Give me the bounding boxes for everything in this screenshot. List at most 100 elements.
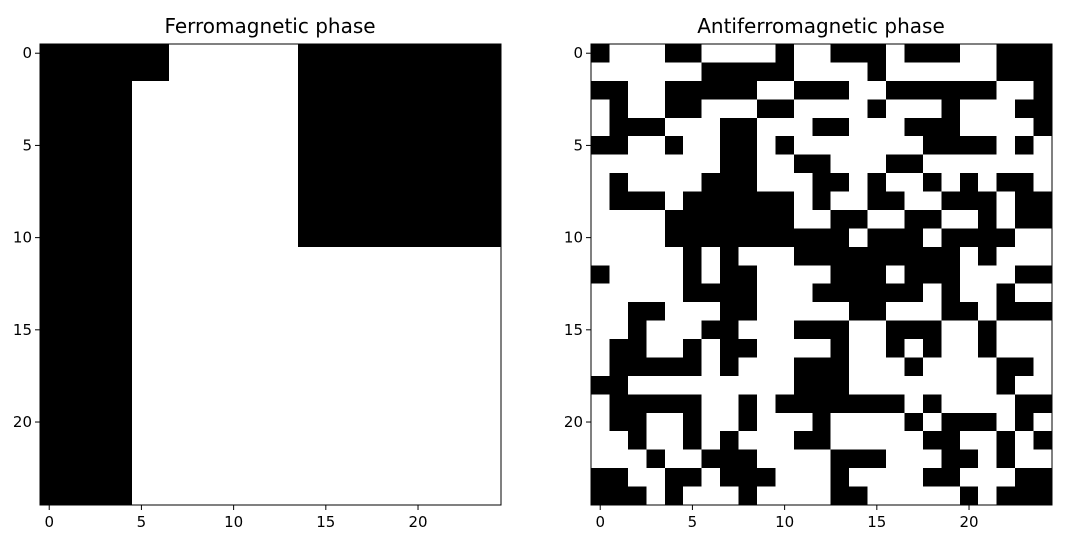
ferro-cell bbox=[76, 191, 96, 211]
ferro-cell bbox=[427, 449, 447, 469]
ferro-cell bbox=[427, 80, 447, 100]
antiferro-cell bbox=[996, 283, 1016, 303]
antiferro-cell bbox=[904, 339, 924, 358]
ferro-cell bbox=[408, 62, 428, 82]
ferro-cell bbox=[40, 431, 59, 451]
antiferro-cell bbox=[830, 394, 850, 414]
ferro-cell bbox=[298, 412, 317, 432]
ferro-cell bbox=[427, 339, 447, 358]
antiferro-cell bbox=[627, 228, 647, 248]
antiferro-cell bbox=[904, 44, 924, 63]
ferro-cell bbox=[298, 394, 317, 414]
ferro-cell bbox=[76, 265, 96, 285]
antiferro-cell bbox=[720, 62, 739, 82]
antiferro-cell bbox=[627, 99, 647, 119]
antiferro-cell bbox=[609, 468, 629, 487]
antiferro-cell bbox=[812, 44, 832, 63]
ferro-cell bbox=[335, 191, 354, 211]
antiferro-cell bbox=[1033, 283, 1053, 303]
ferro-cell bbox=[113, 173, 133, 192]
antiferro-cell bbox=[646, 191, 666, 211]
antiferro-cell bbox=[941, 228, 961, 248]
ferro-cell bbox=[390, 283, 410, 303]
ferro-cell bbox=[224, 339, 244, 358]
antiferro-cell bbox=[793, 283, 813, 303]
ferro-x-tick-label: 20 bbox=[408, 513, 427, 531]
antiferro-cell bbox=[701, 486, 721, 506]
ferro-cell bbox=[335, 173, 354, 192]
ferro-cell bbox=[408, 302, 428, 321]
antiferro-cell bbox=[775, 117, 795, 137]
antiferro-cell bbox=[867, 62, 887, 82]
ferro-cell bbox=[371, 228, 391, 248]
antiferro-cell bbox=[664, 339, 684, 358]
ferro-cell bbox=[371, 44, 391, 63]
antiferro-cell bbox=[664, 191, 684, 211]
ferro-cell bbox=[482, 486, 502, 506]
antiferro-cell bbox=[1033, 62, 1053, 82]
ferro-cell bbox=[464, 136, 483, 155]
ferro-cell bbox=[58, 62, 78, 82]
antiferro-cell bbox=[886, 228, 905, 248]
antiferro-cell bbox=[886, 375, 905, 395]
ferro-cell bbox=[298, 136, 317, 155]
antiferro-cell bbox=[646, 302, 666, 321]
antiferro-cell bbox=[812, 80, 832, 100]
ferro-cell bbox=[169, 375, 188, 395]
ferro-cell bbox=[482, 80, 502, 100]
ferro-cell bbox=[242, 154, 262, 174]
ferro-cell bbox=[298, 302, 317, 321]
antiferro-cell bbox=[922, 468, 942, 487]
ferro-cell bbox=[205, 302, 225, 321]
antiferro-cell bbox=[959, 339, 979, 358]
antiferro-cell bbox=[978, 191, 998, 211]
ferro-cell bbox=[169, 154, 188, 174]
ferro-cell bbox=[40, 44, 59, 63]
antiferro-cell bbox=[849, 468, 868, 487]
antiferro-cell bbox=[591, 209, 610, 229]
ferro-cell bbox=[95, 431, 115, 451]
antiferro-cell bbox=[996, 375, 1016, 395]
ferro-cell bbox=[205, 62, 225, 82]
ferro-cell bbox=[427, 431, 447, 451]
antiferro-cell bbox=[812, 265, 832, 285]
ferro-cell bbox=[95, 44, 115, 63]
ferro-cell bbox=[390, 320, 410, 340]
antiferro-cell bbox=[867, 228, 887, 248]
ferro-cell bbox=[40, 191, 59, 211]
antiferro-cell bbox=[830, 486, 850, 506]
antiferro-cell bbox=[664, 99, 684, 119]
ferro-cell bbox=[464, 283, 483, 303]
ferro-cell bbox=[427, 99, 447, 119]
antiferro-cell bbox=[849, 228, 868, 248]
antiferro-cell bbox=[812, 486, 832, 506]
antiferro-cell bbox=[904, 136, 924, 155]
ferro-cell bbox=[445, 228, 465, 248]
ferro-cell bbox=[279, 44, 299, 63]
ferro-cell bbox=[390, 99, 410, 119]
antiferro-cell bbox=[701, 191, 721, 211]
ferro-cell bbox=[408, 412, 428, 432]
ferro-cell bbox=[95, 486, 115, 506]
ferro-cell bbox=[95, 246, 115, 266]
antiferro-cell bbox=[701, 431, 721, 451]
antiferro-cell bbox=[646, 283, 666, 303]
antiferro-cell bbox=[664, 486, 684, 506]
ferro-cell bbox=[371, 117, 391, 137]
antiferro-cell bbox=[775, 357, 795, 377]
antiferro-cell bbox=[978, 449, 998, 469]
ferro-cell bbox=[261, 431, 281, 451]
antiferro-cell bbox=[683, 449, 702, 469]
antiferro-cell bbox=[849, 431, 868, 451]
antiferro-cell bbox=[775, 375, 795, 395]
antiferro-cell bbox=[646, 228, 666, 248]
antiferro-cell bbox=[793, 412, 813, 432]
antiferro-cell bbox=[1033, 431, 1053, 451]
ferro-cell bbox=[261, 80, 281, 100]
ferro-cell bbox=[482, 357, 502, 377]
ferro-cell bbox=[316, 191, 336, 211]
ferro-cell bbox=[335, 62, 354, 82]
ferro-cell bbox=[40, 394, 59, 414]
antiferro-cell bbox=[1015, 431, 1034, 451]
ferro-cell bbox=[169, 99, 188, 119]
